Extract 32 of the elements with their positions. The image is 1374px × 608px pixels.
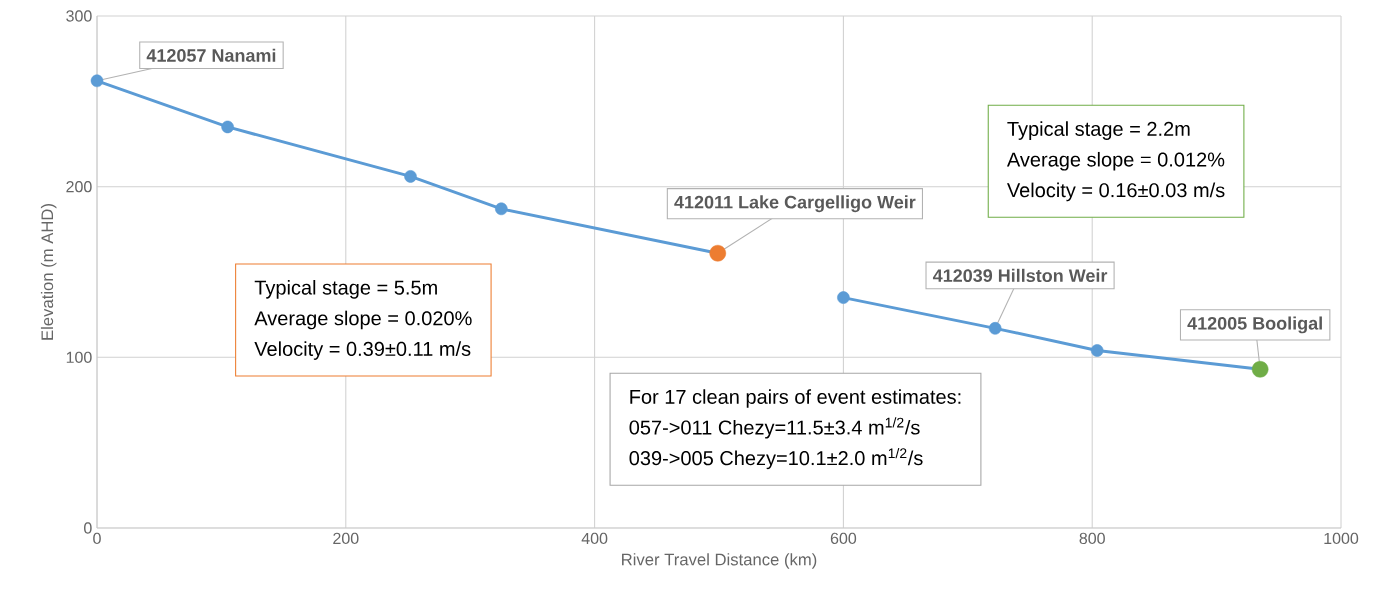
x-axis-title: River Travel Distance (km) xyxy=(622,553,817,569)
annotation: Average slope = 0.012% xyxy=(1006,151,1225,171)
x-tick-label: 400 xyxy=(581,532,608,545)
x-tick-label: 200 xyxy=(333,532,359,545)
y-tick-label: 200 xyxy=(66,181,92,193)
annotation: Average slope = 0.020% xyxy=(254,310,472,330)
point xyxy=(495,202,508,216)
y-tick-label: 100 xyxy=(66,351,92,363)
annotation: Typical stage = 5.5m xyxy=(254,280,437,299)
point xyxy=(988,322,1002,335)
annotation: 412057 Nanami xyxy=(146,48,276,62)
x-tick-label: 1000 xyxy=(1324,532,1359,545)
y-axis-title: Elevation (m AHD) xyxy=(40,204,57,340)
y-tick-label: 0 xyxy=(84,522,92,534)
annotation: 412011 Lake Cargelligo Weir xyxy=(674,195,916,213)
point xyxy=(404,170,417,183)
annotation: Velocity = 0.39±0.11 m/s xyxy=(254,341,471,360)
x-tick-label: 800 xyxy=(1079,532,1105,545)
x-tick-label: 0 xyxy=(93,532,101,545)
annotation: 039->005 Chezy=10.1±2.0 m$^{1/2}$/s xyxy=(629,447,923,470)
point xyxy=(221,120,234,134)
point xyxy=(90,74,104,88)
y-tick-label: 300 xyxy=(66,10,92,22)
annotation: 412039 Hillston Weir xyxy=(932,268,1108,283)
annotation: Velocity = 0.16±0.03 m/s xyxy=(1006,182,1225,202)
annotation: Typical stage = 2.2m xyxy=(1007,121,1190,140)
point xyxy=(1090,344,1104,357)
annotation: 412005 Booligal xyxy=(1187,316,1322,334)
annotation: For 17 clean pairs of event estimates: xyxy=(630,389,961,408)
x-tick-label: 600 xyxy=(830,532,857,545)
annotation: 057->011 Chezy=11.5±3.4 m$^{1/2}$/s xyxy=(629,417,920,439)
point xyxy=(837,291,850,304)
